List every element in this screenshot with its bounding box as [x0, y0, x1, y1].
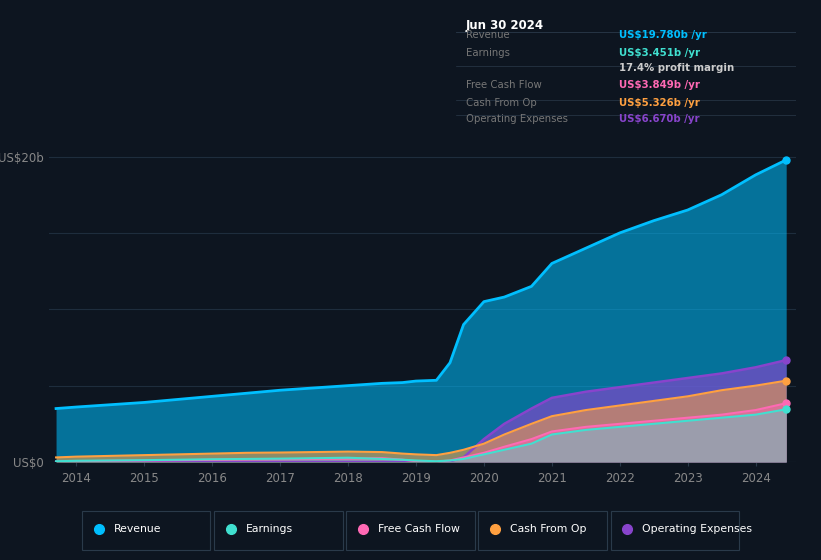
FancyBboxPatch shape: [611, 511, 739, 550]
Text: Jun 30 2024: Jun 30 2024: [466, 19, 544, 32]
Text: Cash From Op: Cash From Op: [510, 524, 587, 534]
Text: US$3.451b /yr: US$3.451b /yr: [619, 48, 700, 58]
Text: Revenue: Revenue: [113, 524, 161, 534]
FancyBboxPatch shape: [214, 511, 342, 550]
Text: Cash From Op: Cash From Op: [466, 97, 537, 108]
Text: Free Cash Flow: Free Cash Flow: [378, 524, 460, 534]
Text: 17.4% profit margin: 17.4% profit margin: [619, 63, 735, 73]
FancyBboxPatch shape: [82, 511, 210, 550]
Text: Earnings: Earnings: [466, 48, 510, 58]
Text: Earnings: Earnings: [245, 524, 293, 534]
Text: US$3.849b /yr: US$3.849b /yr: [619, 81, 700, 90]
Text: US$19.780b /yr: US$19.780b /yr: [619, 30, 707, 40]
Text: Free Cash Flow: Free Cash Flow: [466, 81, 542, 90]
FancyBboxPatch shape: [346, 511, 475, 550]
Text: Operating Expenses: Operating Expenses: [466, 114, 568, 124]
Text: US$6.670b /yr: US$6.670b /yr: [619, 114, 699, 124]
Text: US$5.326b /yr: US$5.326b /yr: [619, 97, 700, 108]
FancyBboxPatch shape: [479, 511, 607, 550]
Text: Operating Expenses: Operating Expenses: [642, 524, 752, 534]
Text: Revenue: Revenue: [466, 30, 510, 40]
